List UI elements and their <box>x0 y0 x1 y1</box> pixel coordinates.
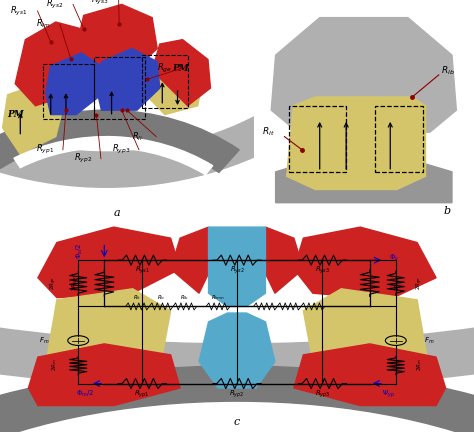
Text: $\Phi_s/2$: $\Phi_s/2$ <box>75 243 85 259</box>
Polygon shape <box>276 159 452 203</box>
Polygon shape <box>38 227 180 298</box>
Polygon shape <box>199 313 275 388</box>
Wedge shape <box>14 137 213 175</box>
Text: $R_{yp2}$: $R_{yp2}$ <box>229 388 245 400</box>
Text: b: b <box>444 206 451 216</box>
Text: $R_{ys2}$: $R_{ys2}$ <box>229 265 245 276</box>
Polygon shape <box>209 227 265 306</box>
Text: $2R_m$: $2R_m$ <box>50 358 59 371</box>
Polygon shape <box>171 227 209 293</box>
Text: PM: PM <box>173 64 189 73</box>
Text: $2R_{ge}$: $2R_{ge}$ <box>70 276 81 291</box>
Text: c: c <box>234 417 240 427</box>
Text: $R_{lmm}$: $R_{lmm}$ <box>211 293 225 302</box>
Text: $R_{lb}$: $R_{lb}$ <box>441 64 455 77</box>
Polygon shape <box>46 53 101 114</box>
Polygon shape <box>294 227 436 300</box>
Text: $R_{yp1}$: $R_{yp1}$ <box>36 143 54 156</box>
Text: $R_{ys3}$: $R_{ys3}$ <box>315 265 330 276</box>
Text: $2R_{ge}$: $2R_{ge}$ <box>393 276 404 291</box>
Text: $R_{lt}$: $R_{lt}$ <box>133 293 142 302</box>
Text: $R_{lm}$: $R_{lm}$ <box>36 18 50 31</box>
Text: $R_{li}$: $R_{li}$ <box>132 130 143 143</box>
Text: $\Psi_{yp}$: $\Psi_{yp}$ <box>382 388 395 400</box>
Wedge shape <box>0 0 420 187</box>
Text: $R_{lc}$: $R_{lc}$ <box>157 293 165 302</box>
Text: $R_{ys1}$: $R_{ys1}$ <box>135 265 150 276</box>
Polygon shape <box>294 344 446 406</box>
Text: $\Phi_s$: $\Phi_s$ <box>389 253 399 263</box>
Polygon shape <box>76 4 157 73</box>
Polygon shape <box>287 97 426 190</box>
Text: $2R_m$: $2R_m$ <box>415 358 424 371</box>
Text: $R_{ys3}$: $R_{ys3}$ <box>91 0 109 6</box>
Polygon shape <box>47 289 171 384</box>
Polygon shape <box>139 57 203 114</box>
Text: $F_m$: $F_m$ <box>39 336 50 346</box>
Text: $R_{yp3}$: $R_{yp3}$ <box>315 388 330 400</box>
Polygon shape <box>15 22 96 106</box>
Polygon shape <box>96 48 160 110</box>
Polygon shape <box>303 289 427 384</box>
Text: $R_{ge}$: $R_{ge}$ <box>157 62 172 75</box>
Polygon shape <box>2 82 64 154</box>
Text: $R_{ys1}$: $R_{ys1}$ <box>10 4 27 18</box>
Polygon shape <box>152 40 210 106</box>
Text: PM: PM <box>8 110 24 119</box>
Text: $\Phi_m/2$: $\Phi_m/2$ <box>76 389 94 399</box>
Text: $R_{yp3}$: $R_{yp3}$ <box>111 143 130 156</box>
Wedge shape <box>0 366 474 432</box>
Text: $R_{lt}$: $R_{lt}$ <box>263 126 275 138</box>
Text: a: a <box>113 208 120 218</box>
Polygon shape <box>271 18 456 132</box>
Text: $2R_{ge}$: $2R_{ge}$ <box>49 276 59 290</box>
Text: $R_{lb}$: $R_{lb}$ <box>181 293 189 302</box>
Text: $2R_{ge}$: $2R_{ge}$ <box>415 276 425 290</box>
Text: $F_m$: $F_m$ <box>424 336 435 346</box>
Text: $R_{ys2}$: $R_{ys2}$ <box>46 0 63 11</box>
Text: $R_{yp1}$: $R_{yp1}$ <box>135 388 150 400</box>
Text: $R_{yp2}$: $R_{yp2}$ <box>73 152 91 165</box>
Wedge shape <box>0 50 474 388</box>
Polygon shape <box>28 344 180 406</box>
Wedge shape <box>0 110 239 172</box>
Polygon shape <box>265 227 303 293</box>
